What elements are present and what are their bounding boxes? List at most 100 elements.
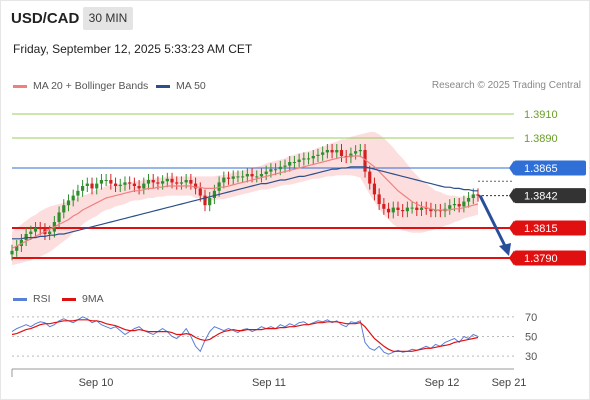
candle-body bbox=[48, 231, 52, 234]
price-tag-label: 1.3865 bbox=[524, 163, 558, 175]
candle-body bbox=[226, 177, 231, 179]
rsi-tick-label: 30 bbox=[525, 351, 537, 363]
candle-body bbox=[405, 207, 409, 212]
ma20-swatch bbox=[13, 84, 27, 88]
candle-body bbox=[137, 186, 141, 189]
candle-body bbox=[292, 162, 297, 163]
candle-body bbox=[273, 169, 278, 171]
x-tick-label: Sep 11 bbox=[252, 377, 286, 389]
candle-body bbox=[33, 228, 38, 232]
price-tag-1.3790 bbox=[514, 250, 586, 266]
candle-body bbox=[368, 171, 372, 184]
candle-body bbox=[231, 176, 235, 179]
price-tag-1.3815 bbox=[514, 220, 586, 236]
candle-body bbox=[311, 156, 315, 159]
candle-body bbox=[462, 201, 466, 207]
candle-body bbox=[377, 194, 381, 204]
candle-body bbox=[95, 183, 99, 189]
rsi-ma-line bbox=[11, 319, 479, 352]
x-tick-label: Sep 21 bbox=[492, 377, 527, 389]
price-tag-label: 1.3910 bbox=[524, 109, 558, 121]
candle-body bbox=[358, 150, 362, 152]
candle-body bbox=[193, 183, 198, 189]
timeframe-button[interactable]: 30 MIN bbox=[83, 7, 133, 30]
candle-body bbox=[170, 178, 174, 183]
candle-body bbox=[466, 198, 471, 202]
candle-body bbox=[151, 180, 155, 183]
candle-body bbox=[316, 154, 320, 156]
credit-text: Research © 2025 Trading Central bbox=[431, 80, 581, 91]
candle-body bbox=[66, 200, 71, 206]
rsi-swatch bbox=[13, 297, 27, 301]
bollinger-band bbox=[12, 132, 478, 266]
candle-body bbox=[306, 158, 311, 160]
candle-body bbox=[62, 205, 66, 213]
x-tick-label: Sep 10 bbox=[79, 377, 114, 389]
candle-body bbox=[325, 150, 329, 153]
candle-body bbox=[29, 231, 33, 234]
candle-body bbox=[113, 183, 118, 186]
candle-body bbox=[321, 152, 325, 155]
candle-body bbox=[123, 182, 127, 185]
rsi-ma-label: 9MA bbox=[82, 293, 104, 305]
legend-ma20: MA 20 + Bollinger Bands bbox=[13, 80, 148, 92]
candle-body bbox=[99, 180, 104, 184]
candle-body bbox=[156, 182, 160, 184]
price-tag-label: 1.3790 bbox=[524, 253, 558, 265]
candle-body bbox=[128, 182, 132, 184]
candle-body bbox=[264, 171, 268, 174]
price-tag-1.3865 bbox=[514, 160, 586, 176]
price-tag-pointer bbox=[509, 220, 514, 236]
price-tag-label: 1.3815 bbox=[524, 223, 558, 235]
header-bar: USD/CAD 30 MIN bbox=[0, 0, 590, 38]
legend-rsi: RSI bbox=[13, 293, 51, 305]
candle-body bbox=[184, 180, 188, 183]
candle-body bbox=[81, 186, 85, 191]
candle-body bbox=[90, 183, 94, 189]
ma50-label: MA 50 bbox=[176, 80, 206, 92]
rsi-label: RSI bbox=[33, 293, 51, 305]
candle-body bbox=[471, 194, 475, 198]
candle-body bbox=[118, 184, 122, 186]
candle-body bbox=[241, 176, 245, 178]
rsi-line bbox=[11, 316, 479, 355]
rsi-tick-label: 50 bbox=[525, 332, 537, 344]
rsi-ma-swatch bbox=[62, 297, 76, 301]
candle-body bbox=[203, 195, 207, 206]
candle-body bbox=[448, 205, 452, 209]
ma50-swatch bbox=[156, 84, 170, 88]
price-tag-pointer bbox=[509, 188, 514, 204]
candle-body bbox=[429, 208, 433, 212]
candle-body bbox=[165, 178, 169, 182]
candle-body bbox=[382, 204, 386, 209]
candle-body bbox=[269, 169, 273, 172]
candle-body bbox=[146, 180, 151, 184]
candle-body bbox=[335, 150, 339, 153]
ma20-line bbox=[11, 155, 479, 249]
candle-body bbox=[255, 176, 259, 178]
candle-body bbox=[288, 162, 292, 166]
ma50-line bbox=[12, 166, 478, 240]
candle-body bbox=[245, 174, 249, 177]
candle-body bbox=[10, 250, 14, 255]
candle-body bbox=[38, 228, 42, 230]
candle-body bbox=[104, 180, 108, 181]
candle-body bbox=[85, 183, 89, 186]
price-tag-1.3842 bbox=[514, 188, 586, 204]
candle-body bbox=[401, 210, 405, 212]
price-tag-label: 1.3842 bbox=[524, 191, 558, 203]
candle-body bbox=[415, 207, 419, 210]
candle-body bbox=[386, 208, 391, 213]
candle-body bbox=[212, 190, 217, 198]
candle-body bbox=[410, 207, 414, 209]
legend-rsi-ma: 9MA bbox=[62, 293, 104, 305]
candle-body bbox=[179, 182, 184, 184]
forecast-arrow-head bbox=[499, 243, 511, 256]
candle-body bbox=[109, 180, 113, 184]
candle-body bbox=[363, 150, 367, 172]
candle-body bbox=[161, 181, 165, 184]
candle-body bbox=[354, 151, 358, 154]
candle-body bbox=[222, 177, 226, 183]
candle-body bbox=[175, 182, 179, 184]
